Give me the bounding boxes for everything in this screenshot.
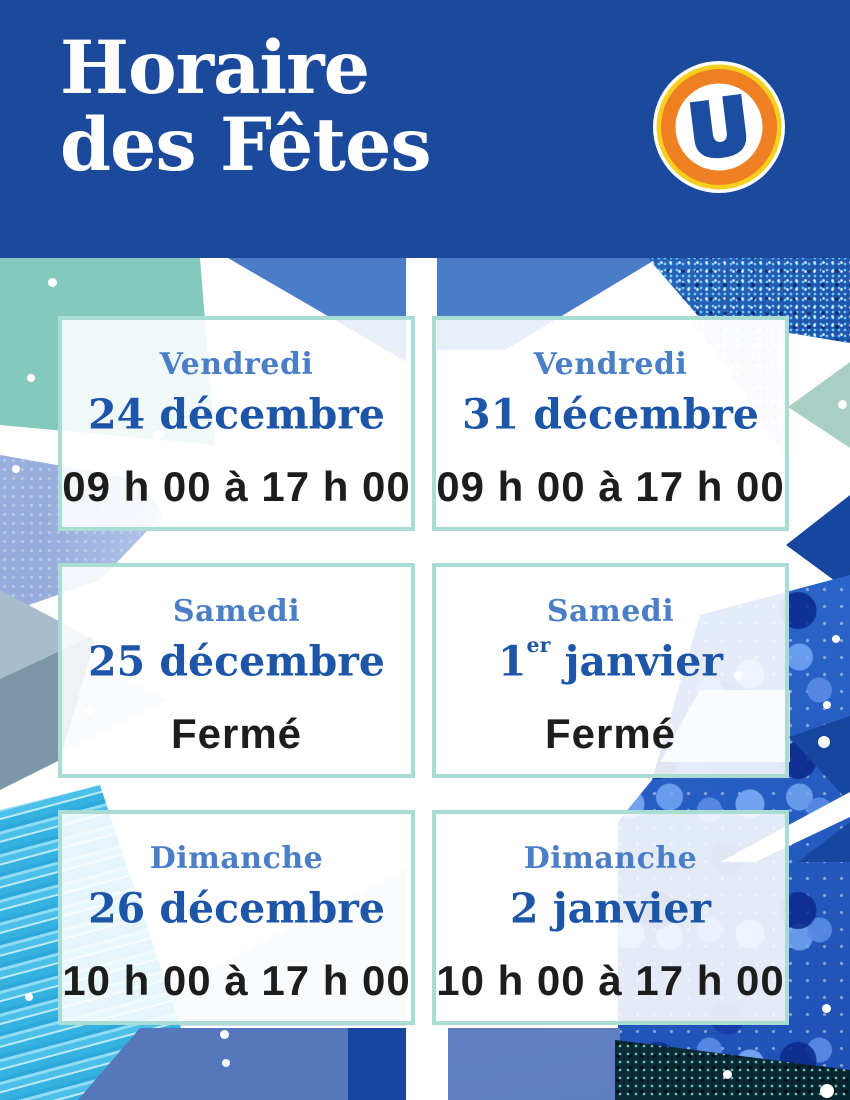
schedule-card: Samedi 1er janvier Fermé [432, 563, 789, 778]
decorative-dot [822, 1004, 831, 1013]
schedule-card: Samedi 25 décembre Fermé [58, 563, 415, 778]
decorative-dot [25, 993, 33, 1001]
card-date-main: 26 décembre [88, 884, 385, 933]
card-date: 31 décembre [462, 384, 759, 438]
card-hours: 10 h 00 à 17 h 00 [62, 956, 411, 1004]
decorative-dot [48, 278, 57, 287]
card-date-sup: er [526, 632, 551, 657]
schedule-grid: Vendredi 24 décembre 09 h 00 à 17 h 00 V… [58, 316, 789, 1025]
card-date: 1er janvier [498, 631, 723, 685]
decorative-dot [823, 701, 831, 709]
schedule-card: Vendredi 31 décembre 09 h 00 à 17 h 00 [432, 316, 789, 531]
card-date: 2 janvier [510, 878, 711, 932]
card-hours: Fermé [170, 709, 303, 757]
poster-title-line1: Horaire [60, 25, 370, 111]
bg-shape-darkblue-bottom-left [348, 1028, 407, 1100]
card-hours: Fermé [544, 709, 677, 757]
card-date: 25 décembre [88, 631, 385, 685]
poster-title: Horaire des Fêtes [60, 25, 432, 189]
decorative-dot [820, 1084, 834, 1098]
card-date-main: 2 janvier [509, 884, 712, 933]
brand-logo-icon [653, 61, 785, 193]
header-band: Horaire des Fêtes U [0, 0, 850, 258]
poster-title-line2: des Fêtes [60, 102, 432, 189]
logo-letter-u [689, 94, 747, 159]
card-hours: 10 h 00 à 17 h 00 [436, 956, 785, 1004]
card-date-main: 1 [498, 637, 527, 686]
decorative-dot [220, 1030, 229, 1039]
card-date: 24 décembre [88, 384, 385, 438]
card-date-rest: janvier [550, 637, 723, 686]
card-day: Samedi [172, 594, 301, 629]
decorative-dot [723, 1070, 732, 1079]
card-day: Vendredi [533, 347, 688, 382]
card-date: 26 décembre [88, 878, 385, 932]
card-day: Dimanche [523, 841, 698, 876]
schedule-card: Vendredi 24 décembre 09 h 00 à 17 h 00 [58, 316, 415, 531]
card-hours: 09 h 00 à 17 h 00 [436, 462, 785, 510]
schedule-card: Dimanche 2 janvier 10 h 00 à 17 h 00 [432, 810, 789, 1025]
decorative-dot [818, 736, 830, 748]
decorative-dot [12, 465, 20, 473]
bg-texture-soft-watercolor [448, 1028, 620, 1100]
card-date-main: 24 décembre [88, 390, 385, 439]
decorative-dot [838, 400, 847, 409]
decorative-dot [222, 1059, 230, 1067]
brand-logo: U [653, 61, 785, 193]
card-date-main: 31 décembre [462, 390, 759, 439]
card-day: Samedi [546, 594, 675, 629]
decorative-dot [27, 374, 35, 382]
card-day: Vendredi [159, 347, 314, 382]
schedule-card: Dimanche 26 décembre 10 h 00 à 17 h 00 [58, 810, 415, 1025]
card-day: Dimanche [149, 841, 324, 876]
card-hours: 09 h 00 à 17 h 00 [62, 462, 411, 510]
card-date-main: 25 décembre [88, 637, 385, 686]
decorative-dot [832, 635, 840, 643]
